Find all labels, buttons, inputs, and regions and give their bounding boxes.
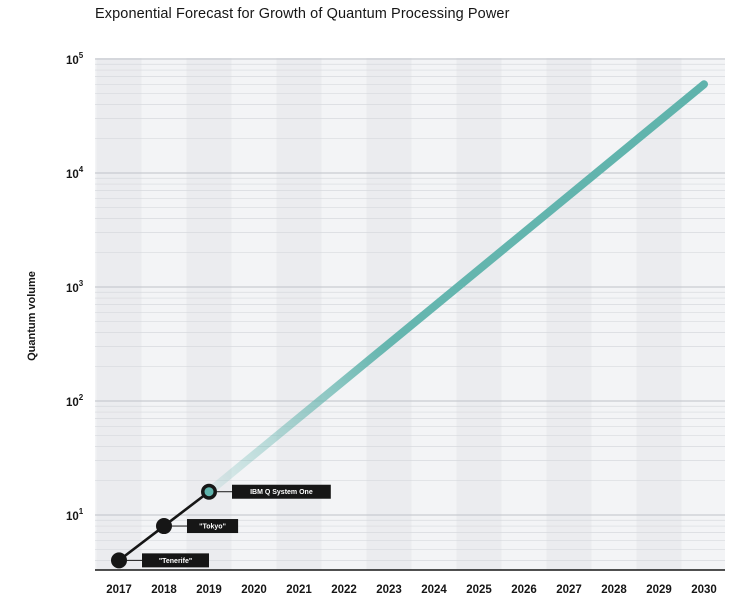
y-tick-exponent: 3: [79, 279, 84, 288]
y-tick-label: 105: [66, 51, 84, 67]
y-tick-label: 104: [66, 165, 84, 181]
y-tick-label: 102: [66, 393, 84, 409]
label-box: [187, 519, 239, 534]
x-tick-label: 2021: [286, 584, 312, 596]
year-band: [546, 58, 592, 570]
point-label: IBM Q System One: [250, 489, 313, 496]
x-tick-label: 2029: [646, 584, 672, 596]
y-tick-exponent: 1: [79, 507, 84, 516]
data-point: [156, 518, 172, 535]
x-tick-label: 2017: [106, 584, 132, 596]
y-tick-label: 101: [66, 507, 84, 523]
y-tick-exponent: 2: [79, 393, 84, 402]
x-tick-label: 2022: [331, 584, 357, 596]
x-tick-label: 2027: [556, 584, 582, 596]
label-box: [232, 484, 331, 499]
year-band: [96, 58, 142, 570]
x-axis: 2017 2018 2019 2020 2021 2022 2023 2024 2025 2026…: [95, 569, 725, 596]
year-bands: [95, 58, 725, 570]
y-tick-label: 103: [66, 279, 84, 295]
x-tick-label: 2018: [151, 584, 177, 596]
y-tick-base: 10: [66, 397, 79, 409]
year-band: [636, 58, 682, 570]
data-point-inner: [204, 487, 214, 497]
x-tick-label: 2026: [511, 584, 537, 596]
major-gridlines: [95, 58, 725, 516]
x-tick-label: 2020: [241, 584, 267, 596]
data-point: [111, 552, 127, 569]
label-box: [142, 553, 209, 568]
chart-title: Exponential Forecast for Growth of Quant…: [95, 6, 510, 22]
y-tick-base: 10: [66, 283, 79, 295]
y-tick-exponent: 5: [79, 51, 84, 60]
x-tick-label: 2023: [376, 584, 402, 596]
point-label: "Tokyo": [199, 524, 226, 531]
annotations: "Tenerife" "Tokyo" IBM Q System One: [111, 483, 331, 569]
x-tick-label: 2019: [196, 584, 222, 596]
forecast-line: [205, 80, 708, 496]
point-label: "Tenerife": [159, 558, 192, 565]
x-tick-label: 2025: [466, 584, 492, 596]
y-tick-base: 10: [66, 55, 79, 67]
year-band: [276, 58, 322, 570]
x-tick-label: 2030: [691, 584, 717, 596]
y-tick-exponent: 4: [79, 165, 84, 174]
x-tick-label: 2024: [421, 584, 447, 596]
y-tick-base: 10: [66, 169, 79, 181]
year-band: [456, 58, 502, 570]
x-tick-label: 2028: [601, 584, 627, 596]
year-band: [366, 58, 412, 570]
y-tick-base: 10: [66, 511, 79, 523]
